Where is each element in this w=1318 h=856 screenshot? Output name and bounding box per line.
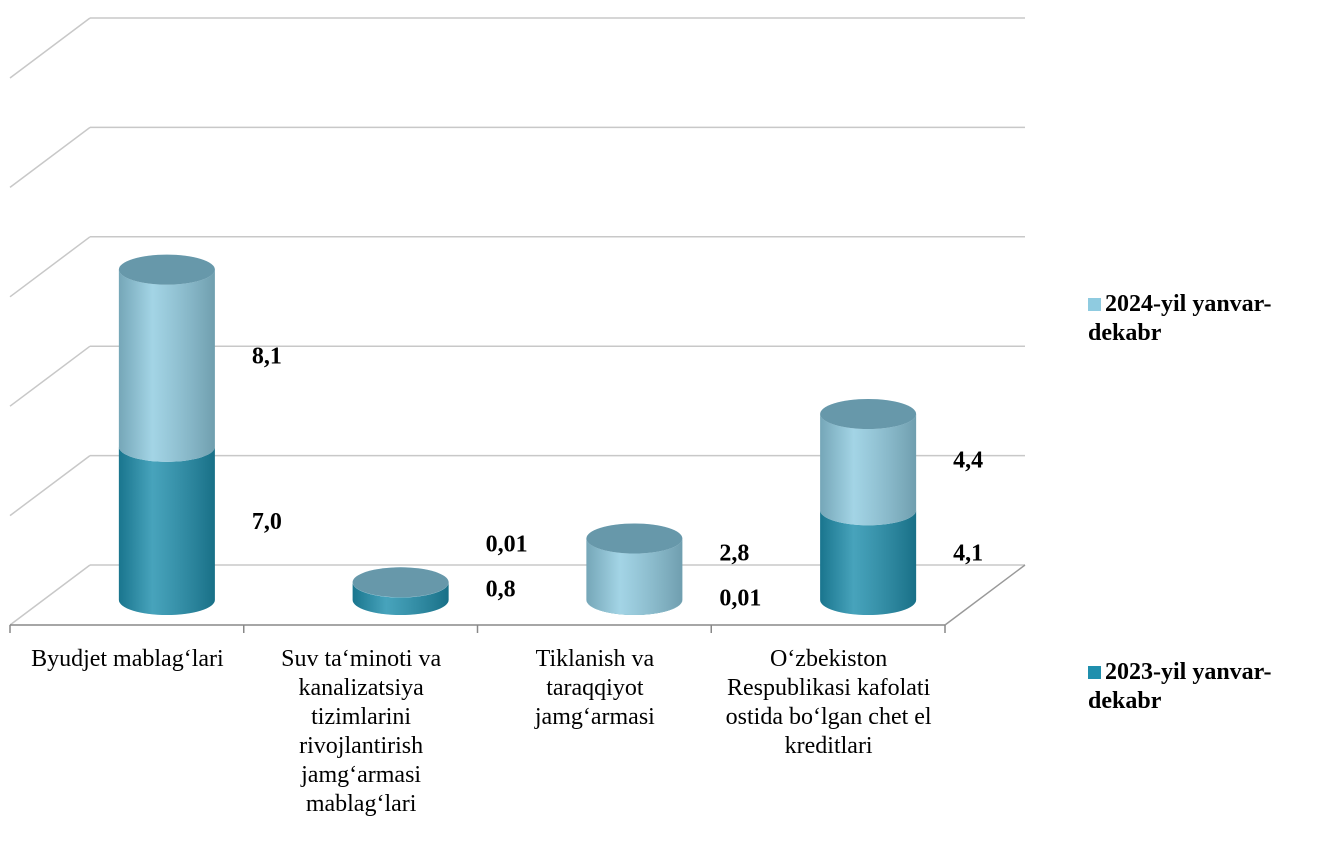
grid-line-side	[10, 18, 90, 78]
cylinder-top-shade	[586, 524, 682, 554]
legend-label: 2023-yil yanvar-dekabr	[1088, 659, 1271, 714]
value-label: 8,1	[252, 344, 282, 370]
cylinder-top-shade	[119, 255, 215, 285]
grid-line-side	[10, 127, 90, 187]
value-label: 0,8	[486, 577, 516, 603]
cylinder-top-shade	[820, 399, 916, 429]
legend-label: 2024-yil yanvar-dekabr	[1088, 291, 1271, 346]
value-label: 2,8	[719, 540, 749, 566]
x-tick-label: Tiklanish va taraqqiyot jamg‘armasi	[487, 645, 702, 732]
x-tick-label: O‘zbekiston Respublikasi kafolati ostida…	[721, 645, 936, 761]
x-tick-label: Byudjet mablag‘lari	[20, 645, 235, 674]
grid-line-side	[10, 237, 90, 297]
value-label: 4,4	[953, 448, 983, 474]
floor-edge	[945, 565, 1025, 625]
cylinder-shading	[119, 447, 215, 615]
value-label: 0,01	[719, 585, 761, 611]
cylinder-shading	[820, 510, 916, 615]
legend-swatch	[1088, 298, 1101, 311]
cylinder-top-shade	[353, 567, 449, 597]
legend-swatch	[1088, 666, 1101, 679]
page: 7,08,10,80,010,012,84,14,4 (() => { cons…	[0, 0, 1318, 856]
grid-line-side	[10, 565, 90, 625]
cylinder-shading	[820, 414, 916, 525]
grid-line-side	[10, 346, 90, 406]
grid-line-side	[10, 456, 90, 516]
value-label: 7,0	[252, 509, 282, 535]
legend-entry: 2023-yil yanvar-dekabr	[1088, 658, 1318, 716]
value-label: 4,1	[953, 541, 983, 567]
legend-entry: 2024-yil yanvar-dekabr	[1088, 290, 1318, 348]
x-tick-label: Suv ta‘minoti va kanalizatsiya tizimlari…	[254, 645, 469, 819]
cylinder-shading	[119, 270, 215, 462]
value-label: 0,01	[486, 532, 528, 558]
